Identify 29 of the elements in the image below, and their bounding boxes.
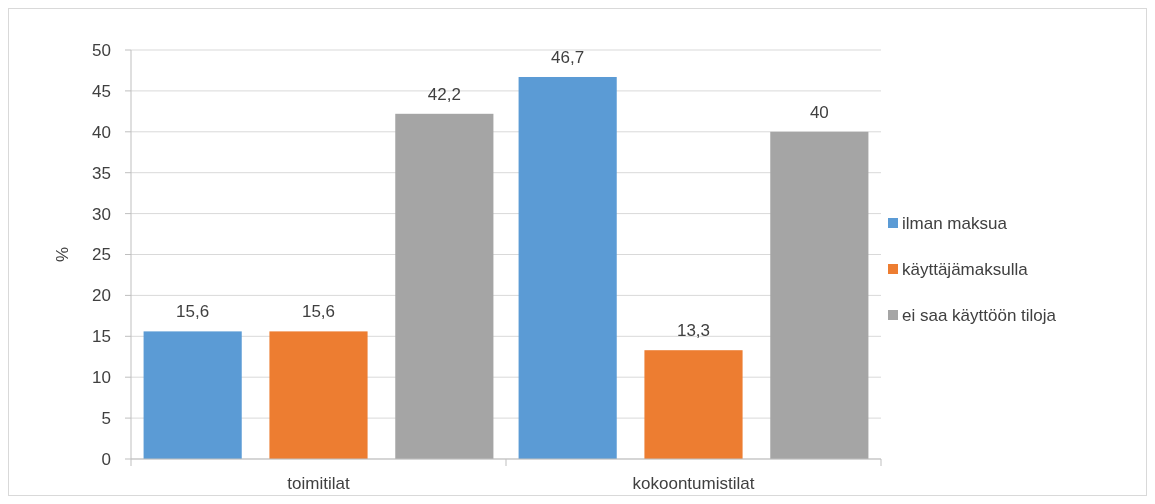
x-tick-label: toimitilat: [287, 474, 350, 493]
y-tick-label: 50: [92, 40, 111, 60]
legend-label: ilman maksua: [902, 213, 1008, 233]
data-label: 15,6: [301, 302, 336, 322]
legend-label: ei saa käyttöön tiloja: [902, 305, 1057, 325]
y-tick-label: 15: [92, 327, 111, 347]
bar: [770, 131, 869, 459]
data-label: 13,3: [676, 321, 711, 341]
bar: [395, 113, 494, 459]
bar: [518, 76, 617, 459]
y-tick-label: 5: [101, 409, 111, 429]
data-label: 40: [809, 102, 829, 122]
legend-label: käyttäjämaksulla: [902, 259, 1029, 279]
y-tick-label: 25: [92, 245, 111, 265]
data-label: 42,2: [427, 84, 461, 104]
data-label: 46,7: [551, 47, 585, 67]
bar: [143, 331, 242, 459]
y-tick-label: 45: [92, 81, 111, 101]
y-tick-label: 20: [92, 286, 111, 306]
y-tick-label: 30: [92, 204, 111, 224]
y-tick-label: 35: [92, 163, 111, 183]
y-tick-label: 0: [101, 449, 111, 469]
data-label: 15,6: [176, 302, 210, 322]
x-tick-label: kokoontumistilat: [632, 474, 755, 493]
bar: [269, 331, 368, 459]
y-tick-label: 40: [92, 122, 111, 142]
y-tick-label: 10: [92, 368, 111, 388]
bar: [644, 350, 743, 459]
y-axis-title: %: [53, 246, 72, 263]
